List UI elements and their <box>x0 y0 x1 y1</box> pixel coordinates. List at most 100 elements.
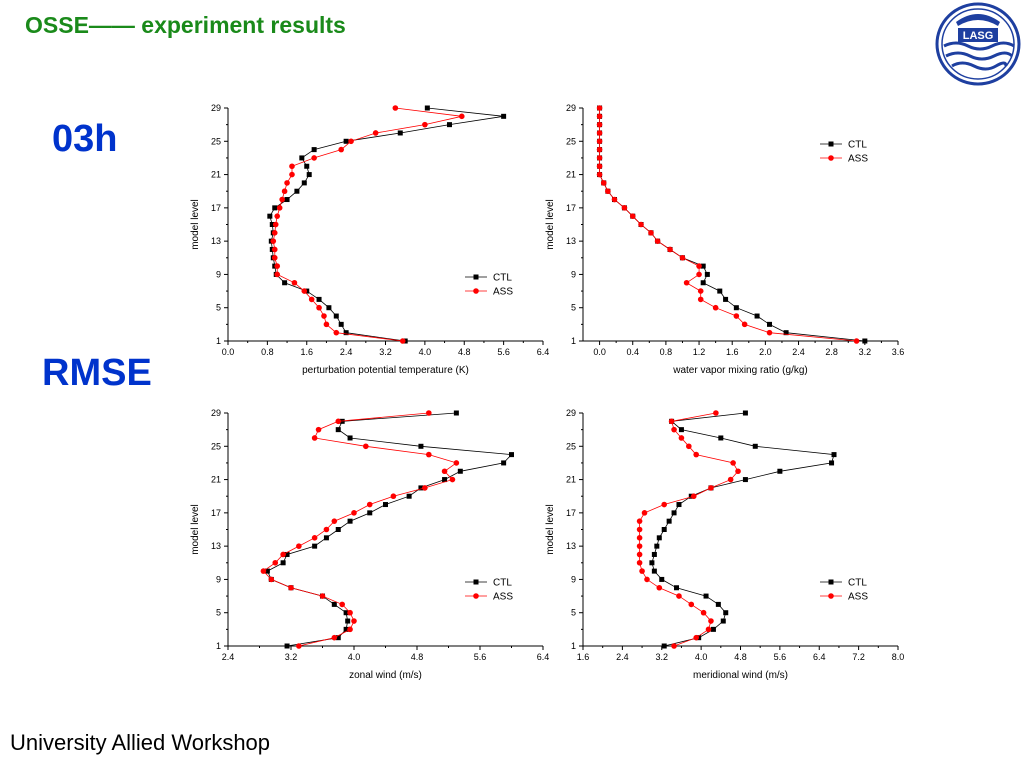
ass-point <box>697 296 704 303</box>
y-tick-label: 13 <box>211 541 221 551</box>
ass-point <box>301 288 308 294</box>
ass-point <box>272 221 279 228</box>
x-axis-label: perturbation potential temperature (K) <box>302 365 469 376</box>
y-tick-label: 21 <box>566 170 576 180</box>
ctl-point <box>656 535 662 541</box>
ass-point <box>288 584 294 591</box>
ass-point <box>696 263 702 269</box>
ass-point <box>280 551 286 558</box>
series-line-ass <box>262 412 458 647</box>
ass-point <box>654 238 661 244</box>
ass-point <box>338 146 345 153</box>
series-line-ctl <box>266 412 513 647</box>
ass-point <box>648 230 654 236</box>
ctl-point <box>710 626 716 632</box>
ctl-point <box>311 147 317 153</box>
ctl-point <box>723 610 729 616</box>
x-tick-label: 2.4 <box>222 652 235 662</box>
ass-point <box>668 418 675 425</box>
ass-point <box>426 410 432 416</box>
ass-point <box>713 410 719 416</box>
ass-point <box>372 130 379 136</box>
y-tick-label: 1 <box>216 336 221 346</box>
ass-point <box>690 493 697 500</box>
ctl-point <box>862 338 868 344</box>
y-tick-label: 17 <box>566 508 576 518</box>
ass-point <box>366 501 373 508</box>
x-tick-label: 2.8 <box>825 347 838 357</box>
ctl-point <box>718 435 724 441</box>
y-tick-label: 21 <box>211 475 221 485</box>
ctl-point <box>284 197 290 203</box>
ctl-point <box>674 585 680 591</box>
y-tick-label: 5 <box>571 608 576 618</box>
ctl-point <box>704 271 710 277</box>
ctl-point <box>343 138 349 144</box>
ass-point <box>279 196 285 203</box>
ass-point <box>323 321 330 328</box>
ass-point <box>276 205 283 211</box>
ctl-point <box>501 113 507 119</box>
ass-point <box>315 426 322 433</box>
ass-point <box>671 426 677 433</box>
ass-point <box>289 163 295 170</box>
ass-point <box>693 451 700 458</box>
ass-point <box>422 485 428 491</box>
y-tick-label: 29 <box>566 103 576 113</box>
series-line-ctl <box>269 107 504 342</box>
ctl-point <box>717 288 723 294</box>
ctl-point <box>284 643 290 649</box>
x-axis-label: zonal wind (m/s) <box>349 670 422 681</box>
y-tick-label: 9 <box>571 269 576 279</box>
ctl-point <box>347 435 353 441</box>
ctl-point <box>767 321 773 327</box>
ass-point <box>441 468 448 475</box>
ass-point <box>644 576 650 583</box>
ass-point <box>697 288 704 294</box>
x-tick-label: 1.6 <box>300 347 313 357</box>
legend-label: CTL <box>493 273 512 284</box>
ctl-point <box>304 163 310 169</box>
x-tick-label: 0.0 <box>222 347 235 357</box>
ass-point <box>351 510 357 516</box>
ass-point <box>636 518 643 524</box>
y-tick-label: 17 <box>566 203 576 213</box>
ass-point <box>636 559 643 566</box>
y-tick-label: 13 <box>566 236 576 246</box>
x-tick-label: 8.0 <box>892 652 905 662</box>
ass-point <box>596 171 603 178</box>
ass-point <box>335 418 342 425</box>
ass-point <box>453 460 460 466</box>
ass-point <box>284 180 290 186</box>
legend-label: ASS <box>493 287 513 298</box>
ass-point <box>426 451 432 458</box>
x-tick-label: 3.6 <box>892 347 905 357</box>
y-tick-label: 1 <box>571 336 576 346</box>
ass-point <box>348 138 354 145</box>
ctl-point <box>343 610 349 616</box>
y-tick-label: 1 <box>216 641 221 651</box>
ctl-point <box>335 635 341 641</box>
ass-point <box>638 221 644 228</box>
ctl-point <box>715 601 721 607</box>
ctl-point <box>671 510 677 516</box>
x-tick-label: 2.4 <box>792 347 805 357</box>
ass-point <box>656 584 663 591</box>
ass-point <box>596 138 603 145</box>
ass-point <box>683 279 690 286</box>
ctl-point <box>752 443 758 449</box>
legend-label: ASS <box>493 592 513 603</box>
x-tick-label: 2.0 <box>759 347 772 357</box>
ass-point <box>696 271 702 278</box>
ass-point <box>766 329 773 336</box>
y-axis-label: model level <box>545 199 556 250</box>
x-tick-label: 7.2 <box>852 652 865 662</box>
ctl-point <box>754 313 760 319</box>
ass-point <box>311 155 317 161</box>
ass-point <box>671 643 677 649</box>
ass-point <box>639 568 645 574</box>
ctl-point <box>829 460 835 466</box>
ass-point <box>700 609 707 616</box>
ctl-point <box>666 518 672 524</box>
ctl-point <box>700 263 706 269</box>
